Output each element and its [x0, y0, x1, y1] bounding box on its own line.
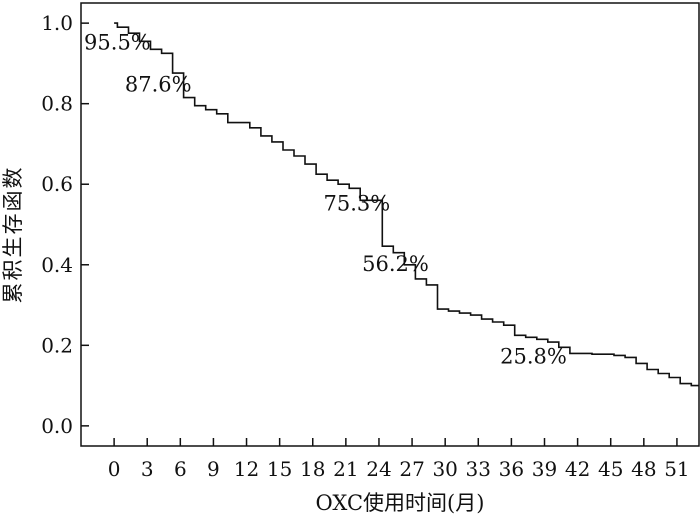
x-tick-label: 39	[532, 457, 557, 481]
annotation-label: 95.5%	[84, 30, 151, 54]
x-tick-label: 21	[333, 457, 358, 481]
x-tick-label: 51	[664, 457, 689, 481]
x-tick-label: 42	[565, 457, 590, 481]
x-tick-label: 15	[267, 457, 292, 481]
x-tick-label: 3	[141, 457, 154, 481]
y-tick-label: 0.6	[41, 172, 73, 196]
x-axis-title: OXC使用时间(月)	[316, 491, 485, 515]
annotations: 95.5% 87.6% 75.3% 56.2% 25.8%	[84, 30, 567, 368]
annotation-label: 87.6%	[125, 73, 192, 97]
x-tick-label: 18	[300, 457, 325, 481]
x-axis: 0 3 6 9 12 15 18 21 24 27 30 33 36 39 42 45 48 51	[108, 438, 690, 481]
annotation-label: 25.8%	[500, 344, 567, 368]
x-tick-label: 45	[598, 457, 623, 481]
y-tick-label: 0.0	[41, 414, 73, 438]
annotation-label: 56.2%	[362, 252, 429, 276]
y-tick-label: 1.0	[41, 11, 73, 35]
y-tick-label: 0.8	[41, 92, 73, 116]
x-tick-label: 6	[174, 457, 187, 481]
y-tick-label: 0.4	[41, 253, 73, 277]
x-tick-label: 33	[466, 457, 491, 481]
x-tick-label: 24	[366, 457, 391, 481]
x-tick-label: 0	[108, 457, 121, 481]
y-tick-label: 0.2	[41, 333, 73, 357]
plot-frame	[80, 2, 700, 447]
x-tick-label: 12	[234, 457, 259, 481]
x-tick-label: 27	[399, 457, 424, 481]
x-tick-label: 48	[631, 457, 656, 481]
y-axis: 0.0 0.2 0.4 0.6 0.8 1.0	[41, 11, 89, 438]
plot-border	[80, 2, 700, 447]
y-axis-title: 累积生存函数	[1, 166, 25, 304]
x-tick-label: 36	[499, 457, 524, 481]
annotation-label: 75.3%	[324, 191, 391, 215]
x-tick-label: 30	[432, 457, 457, 481]
survival-curve	[114, 22, 699, 387]
x-tick-label: 9	[207, 457, 220, 481]
